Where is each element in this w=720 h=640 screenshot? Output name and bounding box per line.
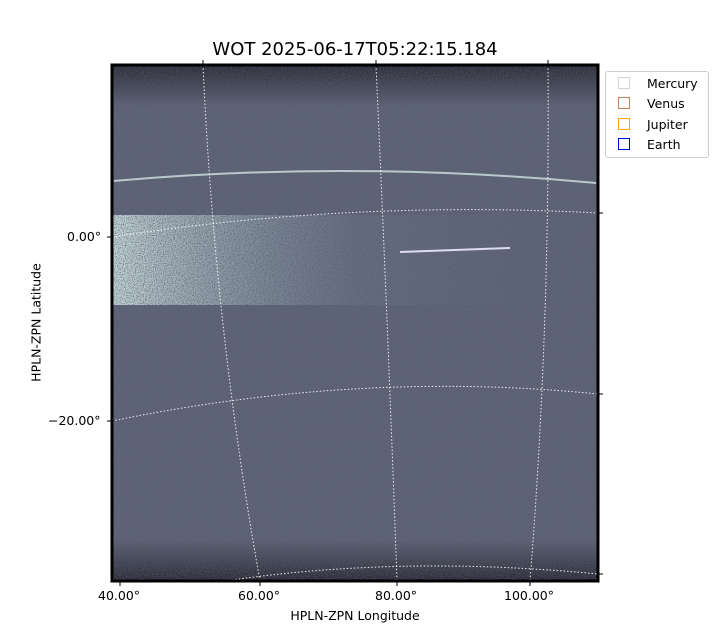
image-noise [112, 65, 598, 581]
axes-frame [110, 63, 600, 583]
x-axis-label: HPLN-ZPN Longitude [290, 608, 420, 623]
x-tick-label: 80.00° [375, 588, 418, 603]
legend-label: Mercury [647, 75, 698, 91]
legend-item-earth: Earth [618, 134, 681, 154]
x-tick-label: 60.00° [238, 588, 281, 603]
legend-label: Jupiter [647, 116, 688, 132]
grid-lines [111, 64, 599, 582]
legend-label: Earth [647, 136, 681, 152]
y-tick-label: −20.00° [48, 413, 101, 428]
x-tick-label: 100.00° [504, 588, 554, 603]
legend-item-venus: Venus [618, 93, 685, 113]
legend-swatch [618, 97, 630, 109]
legend: Mercury Venus Jupiter Earth [605, 71, 709, 158]
legend-swatch [618, 77, 630, 89]
x-tick-label: 40.00° [98, 588, 141, 603]
legend-label: Venus [647, 95, 685, 111]
streak [113, 169, 597, 184]
legend-swatch [618, 138, 630, 150]
chart-title: WOT 2025-06-17T05:22:15.184 [212, 39, 498, 60]
y-axis-label: HPLN-ZPN Latitude [28, 263, 44, 382]
streak [399, 247, 511, 253]
y-tick-label: 0.00° [67, 229, 102, 244]
legend-item-mercury: Mercury [618, 73, 698, 93]
legend-item-jupiter: Jupiter [618, 114, 688, 134]
legend-swatch [618, 118, 630, 130]
tick-marks [107, 60, 603, 586]
